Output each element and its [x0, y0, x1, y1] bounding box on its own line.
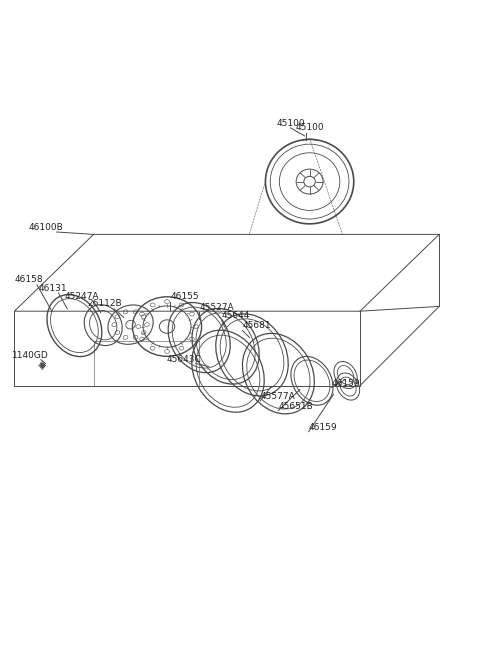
Text: 45100: 45100 — [295, 123, 324, 133]
Text: 45644: 45644 — [222, 312, 250, 320]
Text: 46131: 46131 — [38, 283, 67, 293]
Text: 1140GD: 1140GD — [12, 351, 49, 359]
Text: 46155: 46155 — [170, 292, 199, 301]
Text: 46158: 46158 — [14, 276, 43, 285]
Text: 45577A: 45577A — [260, 392, 295, 401]
Text: 26112B: 26112B — [87, 299, 122, 308]
Text: 46159: 46159 — [331, 379, 360, 388]
Text: 45100: 45100 — [276, 119, 305, 129]
Text: 45527A: 45527A — [199, 303, 234, 312]
Text: 45681: 45681 — [242, 321, 271, 330]
Text: 46159: 46159 — [309, 422, 337, 432]
Text: 45247A: 45247A — [65, 292, 99, 301]
Text: 46100B: 46100B — [29, 222, 63, 232]
Text: 45651B: 45651B — [278, 401, 313, 411]
Text: 45643C: 45643C — [167, 355, 202, 363]
